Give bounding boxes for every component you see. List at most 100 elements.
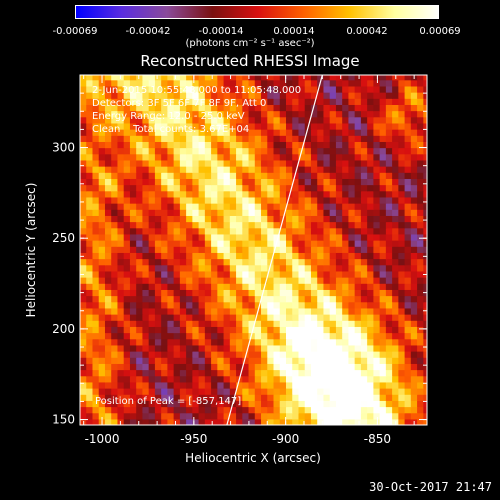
heatmap-cell (111, 98, 119, 105)
heatmap-cell (354, 159, 362, 167)
heatmap-cell (348, 98, 356, 105)
heatmap-cell (148, 412, 156, 420)
heatmap-cell (229, 246, 237, 253)
heatmap-cell (80, 381, 87, 389)
heatmap-cell (148, 209, 156, 216)
heatmap-cell (148, 406, 156, 414)
heatmap-cell (267, 388, 275, 395)
heatmap-cell (211, 326, 218, 334)
heatmap-cell (86, 344, 94, 352)
heatmap-cell (348, 363, 356, 371)
heatmap-cell (123, 252, 131, 260)
heatmap-cell (223, 258, 231, 266)
heatmap-cell (161, 375, 168, 383)
heatmap-cell (229, 338, 237, 346)
heatmap-cell (129, 209, 137, 216)
heatmap-cell (117, 196, 125, 204)
heatmap-cell (354, 110, 362, 118)
heatmap-cell (273, 122, 281, 130)
heatmap-cell (292, 227, 300, 235)
heatmap-cell (261, 277, 268, 284)
peak-position-text: Position of Peak = [-857,147] (95, 396, 242, 407)
heatmap-cell (86, 418, 94, 425)
heatmap-cell (348, 246, 356, 253)
heatmap-cell (410, 209, 418, 216)
heatmap-cell (323, 153, 331, 161)
heatmap-cell (98, 400, 106, 408)
heatmap-cell (373, 190, 381, 198)
heatmap-cell (398, 166, 406, 173)
heatmap-cell (198, 141, 206, 149)
heatmap-cell (335, 320, 343, 327)
heatmap-cell (148, 172, 156, 179)
heatmap-cell (248, 326, 256, 334)
heatmap-cell (154, 178, 162, 186)
heatmap-cell (173, 388, 181, 395)
heatmap-cell (186, 388, 193, 395)
heatmap-cell (304, 295, 312, 303)
heatmap-cell (286, 400, 293, 408)
heatmap-cell (417, 240, 424, 247)
heatmap-cell (335, 400, 343, 408)
heatmap-cell (198, 85, 206, 93)
heatmap-cell (80, 369, 87, 377)
heatmap-cell (423, 363, 427, 371)
heatmap-cell (417, 332, 424, 340)
heatmap-cell (161, 141, 168, 149)
heatmap-cell (80, 92, 87, 99)
heatmap-cell (129, 98, 137, 105)
heatmap-cell (98, 320, 106, 327)
heatmap-cell (211, 110, 218, 118)
heatmap-cell (248, 400, 256, 408)
heatmap-cell (292, 369, 300, 377)
heatmap-cell (261, 246, 268, 253)
heatmap-cell (261, 369, 268, 377)
heatmap-cell (86, 289, 94, 297)
heatmap-cell (211, 277, 218, 284)
heatmap-cell (229, 75, 237, 81)
heatmap-cell (292, 332, 300, 340)
heatmap-cell (342, 351, 350, 358)
heatmap-cell (223, 184, 231, 192)
heatmap-cell (323, 307, 331, 315)
heatmap-cell (298, 394, 306, 401)
heatmap-cell (86, 314, 94, 321)
heatmap-cell (423, 215, 427, 223)
heatmap-cell (192, 326, 200, 334)
heatmap-cell (292, 209, 300, 216)
heatmap-cell (423, 209, 427, 216)
heatmap-cell (179, 172, 187, 179)
heatmap-cell (142, 85, 150, 93)
heatmap-cell (179, 135, 187, 142)
heatmap-cell (248, 159, 256, 167)
heatmap-cell (360, 190, 368, 198)
heatmap-cell (267, 270, 275, 278)
heatmap-cell (142, 307, 150, 315)
heatmap-cell (379, 270, 387, 278)
heatmap-cell (154, 357, 162, 364)
heatmap-cell (385, 166, 393, 173)
heatmap-cell (92, 264, 100, 272)
heatmap-cell (129, 196, 137, 204)
heatmap-cell (111, 221, 119, 229)
heatmap-cell (173, 252, 181, 260)
heatmap-cell (117, 369, 125, 377)
heatmap-cell (254, 363, 262, 371)
heatmap-cell (104, 122, 112, 130)
heatmap-cell (248, 351, 256, 358)
heatmap-cell (317, 369, 325, 377)
heatmap-cell (229, 307, 237, 315)
heatmap-cell (423, 221, 427, 229)
heatmap-cell (392, 135, 399, 142)
heatmap-cell (167, 344, 175, 352)
heatmap-cell (167, 363, 175, 371)
heatmap-cell (236, 400, 243, 408)
heatmap-cell (179, 153, 187, 161)
heatmap-cell (354, 252, 362, 260)
heatmap-cell (211, 381, 218, 389)
heatmap-cell (148, 314, 156, 321)
heatmap-cell (161, 129, 168, 136)
heatmap-cell (292, 400, 300, 408)
heatmap-cell (417, 153, 424, 161)
heatmap-cell (236, 240, 243, 247)
